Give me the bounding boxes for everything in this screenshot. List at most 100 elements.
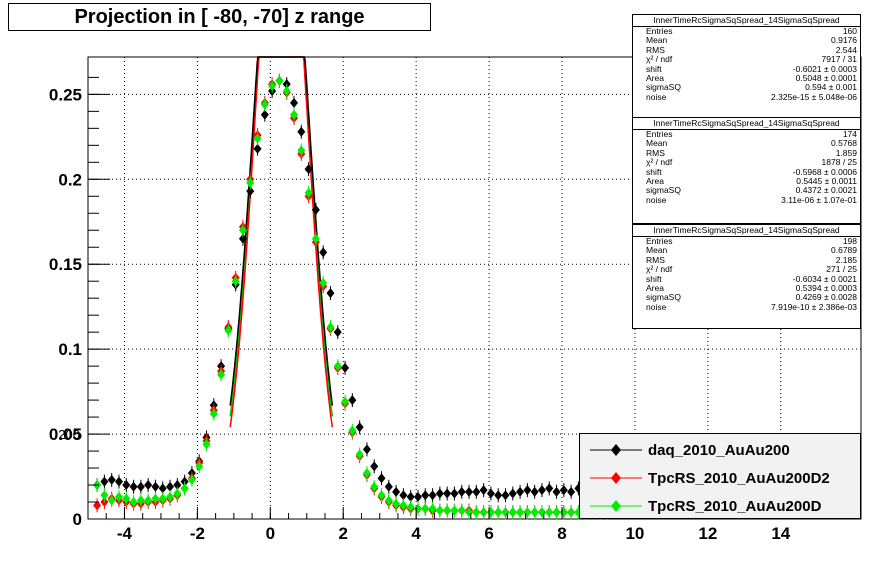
data-point — [406, 491, 415, 502]
data-point — [224, 325, 233, 336]
data-point — [136, 481, 145, 492]
stats-value: -0.6034 ± 0.0021 — [792, 273, 857, 284]
stats-value: 160 — [842, 26, 857, 36]
x-tick-label: -4 — [117, 524, 133, 543]
data-point — [341, 362, 350, 373]
stats-label: Area — [646, 282, 664, 293]
data-point — [114, 491, 123, 502]
data-point — [472, 486, 481, 497]
stats-row: sigmaSQ 0.4269 ± 0.0028 — [633, 292, 860, 302]
legend: daq_2010_AuAu200 TpcRS_2010_AuAu200D2 Tp… — [579, 433, 861, 519]
chart-title: Projection in [ -80, -70] z range — [8, 3, 431, 31]
data-point — [406, 502, 415, 513]
data-point — [304, 187, 313, 198]
y-tick-label: 0.25 — [49, 85, 82, 104]
y-tick-label: 0.2 — [58, 170, 82, 189]
stats-value: 0.5445 ± 0.0011 — [796, 175, 857, 186]
data-point — [362, 444, 371, 455]
data-point — [166, 491, 175, 502]
stats-label: noise — [646, 194, 667, 205]
data-point — [435, 488, 444, 499]
stats-row: Mean 0.6789 — [633, 245, 860, 256]
stats-box-title: InnerTimeRcSigmaSqSpread_14SigmaSqSpread — [633, 118, 860, 130]
data-point — [100, 490, 109, 501]
data-point — [399, 490, 408, 501]
stats-value: 2.544 — [835, 44, 857, 55]
stats-value: 0.594 ± 0.001 — [805, 82, 857, 93]
data-point — [428, 503, 437, 514]
x-tick-label: 4 — [411, 524, 421, 543]
data-point — [443, 488, 452, 499]
stats-row: Entries 160 — [633, 26, 860, 36]
stats-label: χ² / ndf — [646, 157, 673, 168]
data-point — [450, 488, 459, 499]
stats-row: sigmaSQ 0.594 ± 0.001 — [633, 82, 860, 93]
stats-row: Entries 198 — [633, 236, 860, 246]
data-point — [297, 145, 306, 156]
stats-row: Mean 0.9176 — [633, 35, 860, 45]
legend-item-tpcrs-d: TpcRS_2010_AuAu200D — [580, 492, 860, 520]
stats-row: shift -0.6021 ± 0.0003 — [633, 64, 860, 74]
stats-label: Area — [646, 175, 664, 186]
stats-value: 0.5394 ± 0.0003 — [795, 282, 857, 293]
data-point — [129, 497, 138, 508]
legend-item-daq: daq_2010_AuAu200 — [580, 436, 860, 464]
stats-box-title: InnerTimeRcSigmaSqSpread_14SigmaSqSpread — [633, 15, 860, 27]
stats-box: InnerTimeRcSigmaSqSpread_14SigmaSqSpread… — [632, 224, 861, 329]
stats-label: Mean — [646, 245, 668, 256]
y-tick-label: 0.15 — [49, 255, 82, 274]
y-tick-label: 0.05 — [49, 425, 82, 444]
stats-row: RMS 1.859 — [633, 147, 860, 158]
data-point — [231, 276, 240, 287]
data-point — [311, 233, 320, 244]
stats-row: Mean 0.5768 — [633, 138, 860, 149]
data-point — [114, 476, 123, 487]
data-point — [472, 507, 481, 518]
data-point — [552, 486, 561, 497]
stats-label: Entries — [646, 236, 673, 246]
data-point — [421, 503, 430, 514]
data-point — [246, 186, 255, 197]
data-point — [144, 480, 153, 491]
data-point — [107, 474, 116, 485]
x-tick-label: 0 — [266, 524, 275, 543]
stats-label: sigmaSQ — [646, 185, 681, 196]
data-point — [355, 422, 364, 433]
data-point — [435, 505, 444, 516]
data-point — [494, 507, 503, 518]
data-point — [457, 505, 466, 516]
y-tick-label: 0.1 — [58, 340, 82, 359]
stats-value: 0.5768 — [831, 138, 857, 149]
data-point — [158, 483, 167, 494]
data-point — [311, 204, 320, 215]
stats-box: InnerTimeRcSigmaSqSpread_14SigmaSqSpread… — [632, 117, 861, 224]
data-point — [348, 395, 357, 406]
stats-value: 1.859 — [835, 147, 857, 158]
data-point — [479, 507, 488, 518]
stats-row: Area 0.5445 ± 0.0011 — [633, 175, 860, 186]
stats-label: Mean — [646, 138, 668, 149]
data-point — [355, 449, 364, 460]
data-points — [93, 73, 612, 520]
legend-marker-black — [590, 444, 642, 456]
stats-value: 2.185 — [835, 254, 857, 265]
x-tick-label: 8 — [557, 524, 566, 543]
data-point — [508, 507, 517, 518]
data-point — [297, 126, 306, 137]
stats-row: Entries 174 — [633, 129, 860, 139]
data-point — [107, 495, 116, 506]
x-tick-label: 14 — [771, 524, 790, 543]
data-point — [377, 473, 386, 484]
data-point — [151, 493, 160, 504]
stats-label: noise — [646, 91, 667, 102]
stats-label: Area — [646, 72, 664, 83]
stats-value: 3.11e-06 ± 1.07e-01 — [781, 194, 857, 205]
data-point — [260, 99, 269, 110]
stats-row: RMS 2.544 — [633, 44, 860, 55]
legend-label: TpcRS_2010_AuAu200D2 — [648, 470, 830, 487]
x-tick-label: 10 — [625, 524, 644, 543]
data-point — [384, 481, 393, 492]
stats-row: RMS 2.185 — [633, 254, 860, 265]
data-point — [508, 488, 517, 499]
data-point — [136, 495, 145, 506]
